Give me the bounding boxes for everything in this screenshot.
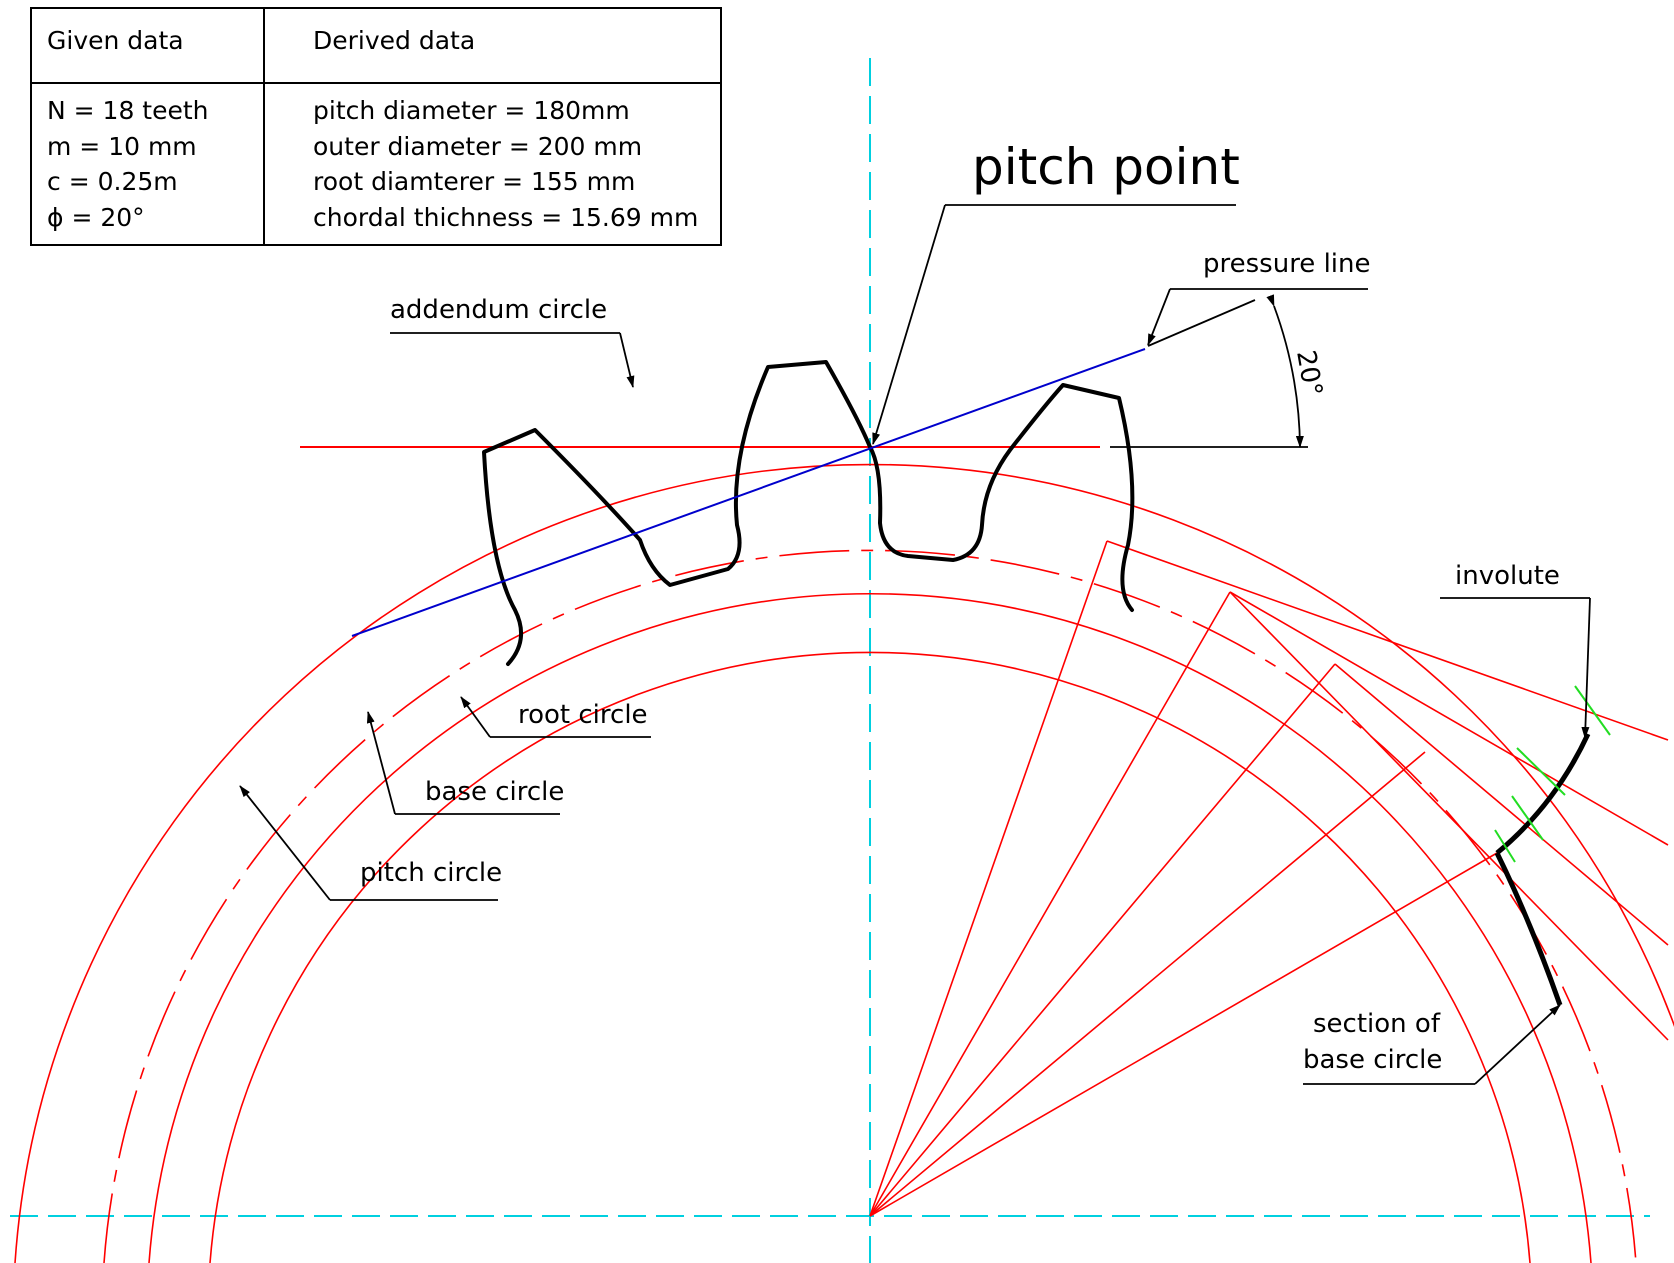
base-circle-label: base circle bbox=[425, 777, 564, 807]
root-circle bbox=[209, 651, 1531, 1263]
tangent-line bbox=[1106, 540, 1669, 741]
gear-teeth bbox=[482, 360, 1135, 666]
tangent-lines bbox=[1106, 540, 1669, 1041]
radial-line bbox=[869, 540, 1108, 1217]
section-label-line2: base circle bbox=[1303, 1045, 1442, 1075]
given-clearance: c = 0.25m bbox=[47, 167, 178, 196]
addendum-circle-leader bbox=[619, 332, 635, 388]
tangent-line bbox=[1229, 591, 1669, 846]
pressure-line-extension bbox=[1147, 299, 1256, 347]
section-label-line1: section of bbox=[1313, 1009, 1441, 1039]
tick-mark bbox=[1511, 795, 1544, 841]
pressure-line-label: pressure line bbox=[1203, 249, 1371, 279]
tangent-line bbox=[1229, 591, 1669, 1041]
given-module: m = 10 mm bbox=[47, 132, 197, 161]
derived-chordal-thickness: chordal thichness = 15.69 mm bbox=[313, 203, 698, 232]
data-table: Given data Derived data N = 18 teeth m =… bbox=[30, 7, 722, 246]
pitch-point-leader bbox=[872, 204, 946, 445]
pitch-point-label: pitch point bbox=[972, 138, 1240, 196]
radial-line bbox=[869, 852, 1498, 1217]
table-border bbox=[30, 7, 722, 246]
derived-pitch-diameter: pitch diameter = 180mm bbox=[313, 96, 630, 125]
pressure-line bbox=[351, 348, 1146, 637]
given-teeth: N = 18 teeth bbox=[47, 96, 209, 125]
pitch-circle-leader bbox=[239, 785, 331, 901]
root-circle-label: root circle bbox=[518, 700, 648, 730]
section-leader bbox=[1474, 1004, 1561, 1085]
root-circle-leader bbox=[460, 696, 491, 738]
radial-line bbox=[869, 591, 1231, 1217]
tick-mark bbox=[1516, 747, 1566, 796]
involute-label: involute bbox=[1455, 561, 1560, 591]
base-circle-leader bbox=[366, 711, 396, 815]
given-pressure-angle: ϕ = 20° bbox=[47, 203, 145, 232]
tangent-line bbox=[1334, 663, 1669, 946]
tooth-profile bbox=[482, 360, 1135, 666]
involute-curve bbox=[1495, 732, 1591, 855]
radial-line bbox=[869, 663, 1336, 1217]
base-circle-section bbox=[1494, 851, 1563, 1006]
derived-data-header: Derived data bbox=[313, 26, 475, 55]
addendum-circle bbox=[14, 463, 1674, 1263]
angle-arc bbox=[1266, 294, 1304, 448]
involute-ticks bbox=[1494, 685, 1611, 863]
radial-line bbox=[869, 751, 1426, 1217]
pressure-line-leader bbox=[1147, 288, 1171, 346]
given-data-header: Given data bbox=[47, 26, 184, 55]
radial-lines bbox=[869, 540, 1498, 1217]
addendum-circle-label: addendum circle bbox=[390, 295, 607, 325]
involute-leader bbox=[1581, 597, 1591, 739]
derived-root-diameter: root diamterer = 155 mm bbox=[313, 167, 635, 196]
pitch-circle-label: pitch circle bbox=[360, 858, 502, 888]
tick-mark bbox=[1574, 685, 1611, 736]
base-circle bbox=[148, 593, 1592, 1263]
derived-outer-diameter: outer diameter = 200 mm bbox=[313, 132, 642, 161]
tick-mark bbox=[1494, 829, 1516, 863]
